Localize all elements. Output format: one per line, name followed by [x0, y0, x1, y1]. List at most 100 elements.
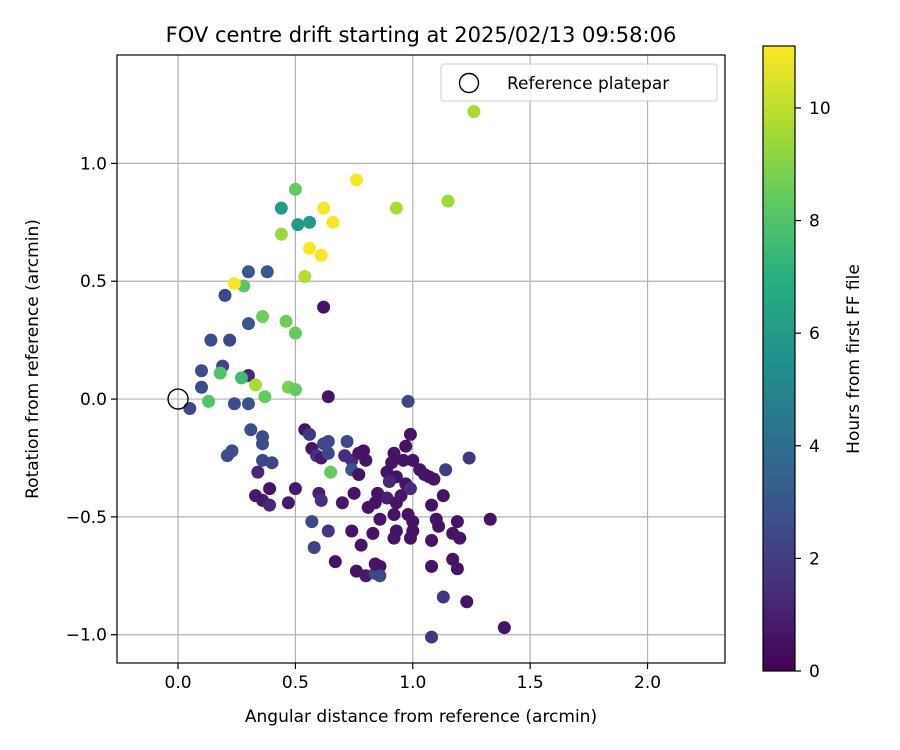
scatter-point — [227, 277, 241, 291]
colorbar-ticks: 0 2 4 6 8 10 — [795, 99, 831, 682]
scatter-point — [249, 378, 263, 392]
colorbar-tick-label: 0 — [809, 662, 820, 682]
reference-platepar-marker — [167, 388, 189, 410]
colorbar-tick-label: 6 — [809, 324, 820, 344]
scatter-point — [406, 515, 420, 529]
scatter-point — [349, 173, 363, 187]
grid-lines — [117, 55, 725, 663]
scatter-point — [288, 383, 302, 397]
scatter-point — [483, 512, 497, 526]
x-tick-label: 2.0 — [634, 673, 661, 693]
scatter-point — [321, 390, 335, 404]
scatter-point — [324, 465, 338, 479]
legend-marker-icon — [458, 72, 480, 94]
scatter-point — [373, 559, 387, 573]
scatter-point — [218, 288, 232, 302]
scatter-point — [460, 595, 474, 609]
scatter-point — [328, 555, 342, 569]
scatter-point — [406, 453, 420, 467]
x-tick-label: 1.0 — [399, 673, 426, 693]
scatter-point — [441, 194, 455, 208]
scatter-point — [345, 524, 359, 538]
y-tick-label: 0.0 — [80, 390, 107, 410]
y-axis-label: Rotation from reference (arcmin) — [23, 219, 43, 499]
legend-box — [440, 63, 718, 102]
scatter-point — [389, 201, 403, 215]
scatter-point — [256, 437, 270, 451]
scatter-point — [450, 562, 464, 576]
scatter-point — [399, 439, 413, 453]
legend-entry-label: Reference platepar — [507, 74, 669, 94]
scatter-point — [274, 227, 288, 241]
scatter-point — [241, 265, 255, 279]
colorbar-tick-label: 2 — [809, 549, 820, 569]
scatter-point — [279, 314, 293, 328]
scatter-point — [213, 366, 227, 380]
scatter-point — [288, 326, 302, 340]
scatter-point — [366, 526, 380, 540]
scatter-point — [314, 493, 328, 507]
x-axis-label: Angular distance from reference (arcmin) — [245, 707, 597, 727]
scatter-point — [241, 317, 255, 331]
scatter-point — [462, 451, 476, 465]
scatter-point — [258, 390, 272, 404]
scatter-point — [450, 515, 464, 529]
scatter-point — [298, 270, 312, 284]
scatter-point — [439, 463, 453, 477]
scatter-point — [436, 590, 450, 604]
scatter-point — [425, 533, 439, 547]
scatter-point — [403, 427, 417, 441]
scatter-point — [195, 364, 209, 378]
scatter-point — [387, 508, 401, 522]
scatter-point — [387, 446, 401, 460]
scatter-point — [263, 482, 277, 496]
scatter-point — [195, 380, 209, 394]
y-tick-label: 0.5 — [80, 272, 107, 292]
scatter-point — [220, 449, 234, 463]
scatter-point — [265, 456, 279, 470]
scatter-point — [356, 444, 370, 458]
scatter-point — [302, 215, 316, 229]
colorbar-label: Hours from first FF file — [844, 264, 864, 454]
chart-title: FOV centre drift starting at 2025/02/13 … — [166, 23, 677, 47]
scatter-point — [389, 524, 403, 538]
scatter-point — [234, 371, 248, 385]
scatter-point — [425, 630, 439, 644]
scatter-point — [251, 465, 265, 479]
scatter-point — [314, 248, 328, 262]
scatter-point — [202, 394, 216, 408]
scatter-point — [305, 515, 319, 529]
scatter-point — [321, 446, 335, 460]
scatter-point — [352, 467, 366, 481]
scatter-point — [335, 496, 349, 510]
scatter-point — [223, 333, 237, 347]
scatter-point — [227, 397, 241, 411]
scatter-point — [347, 486, 361, 500]
y-tick-label: −1.0 — [66, 626, 107, 646]
scatter-point — [340, 434, 354, 448]
plot-frame — [116, 54, 726, 664]
scatter-point — [291, 218, 305, 232]
scatter-point — [302, 241, 316, 255]
x-tick-label: 0.0 — [165, 673, 192, 693]
scatter-point — [425, 559, 439, 573]
scatter-point — [432, 519, 446, 533]
scatter-point — [183, 401, 197, 415]
colorbar: 0 2 4 6 8 10 Hours from first FF file — [762, 45, 864, 682]
scatter-point — [317, 300, 331, 314]
scatter-point — [288, 482, 302, 496]
scatter-point — [281, 496, 295, 510]
scatter-point — [204, 333, 218, 347]
scatter-point — [382, 475, 396, 489]
y-tick-label: −0.5 — [66, 508, 107, 528]
scatter-point — [317, 201, 331, 215]
y-tick-label: 1.0 — [80, 154, 107, 174]
scatter-point — [354, 538, 368, 552]
scatter-point — [403, 531, 417, 545]
scatter-point — [401, 394, 415, 408]
data-points — [167, 105, 511, 644]
scatter-point — [241, 397, 255, 411]
scatter-point — [425, 498, 439, 512]
legend: Reference platepar — [440, 63, 718, 102]
